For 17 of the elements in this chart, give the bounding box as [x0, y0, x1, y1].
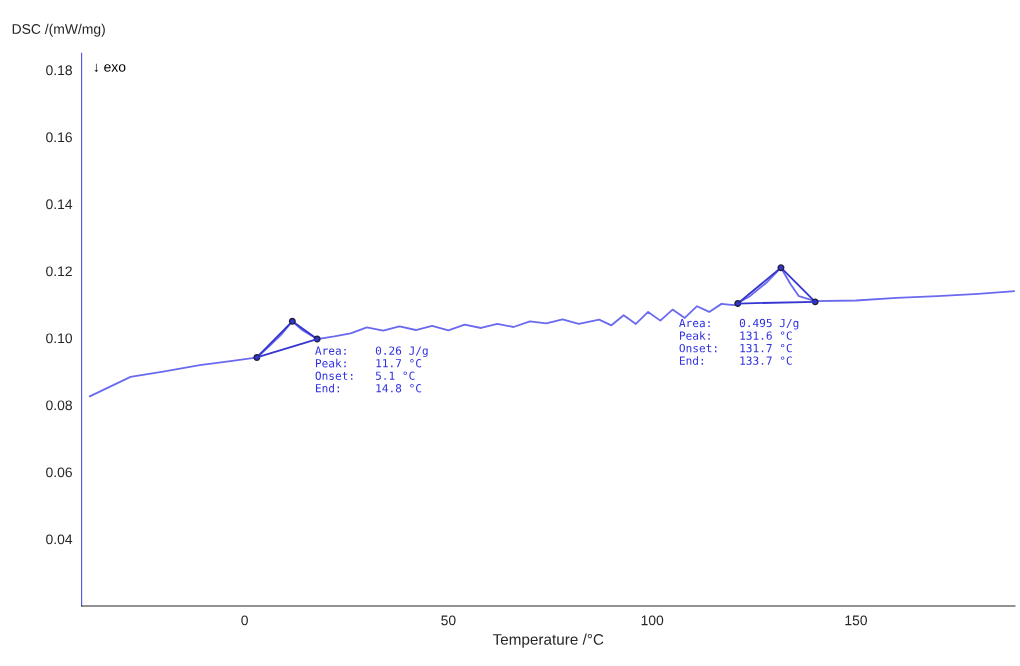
x-tick-label: 50: [441, 615, 456, 626]
x-tick-label: 100: [641, 615, 664, 626]
x-axis-title: Temperature /°C: [492, 633, 604, 648]
annotation: Area: 0.495 J/g Peak: 131.6 °C Onset: 131.7 °C End: 133.7 °C: [679, 318, 799, 365]
annotation: Area: 0.26 J/g Peak: 11.7 °C Onset: 5.1 °C End: 14.8 °C: [315, 346, 428, 393]
y-tick-label: 0.14: [46, 199, 73, 210]
y-tick-label: 0.08: [46, 400, 72, 411]
y-tick-label: 0.16: [46, 132, 72, 143]
annotation: ↓ exo: [94, 63, 126, 73]
x-tick-label: 150: [845, 615, 867, 626]
x-tick-label: 0: [241, 615, 248, 626]
y-tick-label: 0.18: [46, 65, 72, 76]
y-axis-title: DSC /(mW/mg): [12, 23, 105, 37]
y-tick-label: 0.12: [46, 266, 72, 277]
y-tick-label: 0.10: [46, 333, 73, 344]
y-tick-label: 0.04: [46, 534, 73, 545]
y-tick-label: 0.06: [46, 467, 72, 478]
